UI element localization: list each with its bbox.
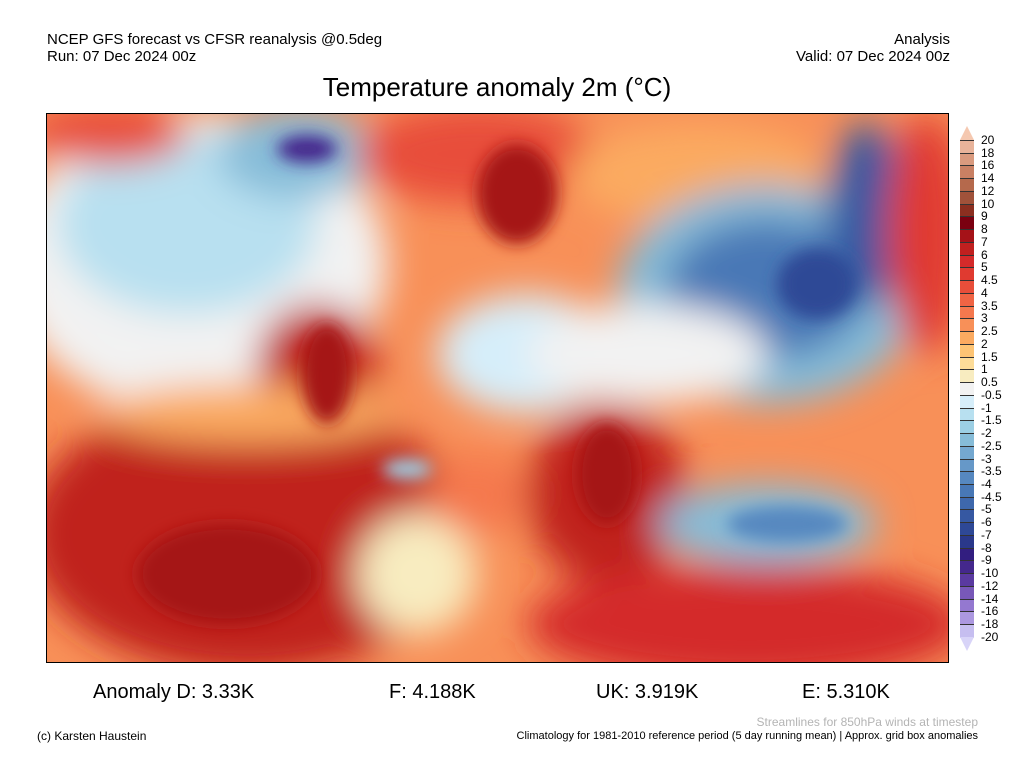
colorbar-bin [960,140,974,154]
valid-time: Valid: 07 Dec 2024 00z [796,48,950,65]
colorbar-label: -8 [981,540,992,555]
colorbar-bin [960,534,974,549]
anomaly-uk: UK: 3.919K [596,681,699,703]
colorbar-bin [960,433,974,447]
colorbar-label: 2 [981,336,988,351]
colorbar-label: 0.5 [981,375,998,390]
colorbar-bin [960,318,974,333]
run-time: Run: 07 Dec 2024 00z [47,48,197,65]
colorbar-label: 1.5 [981,349,998,364]
colorbar-bin [960,394,974,409]
map-title: Temperature anomaly 2m (°C) [322,72,672,102]
colorbar-label: 4 [981,285,988,300]
model-description: NCEP GFS forecast vs CFSR reanalysis @0.… [47,31,383,48]
anomaly-domain: Anomaly D: 3.33K [93,681,255,703]
colorbar-bin [960,280,974,294]
colorbar-label: 3.5 [981,298,998,313]
colorbar-label: -10 [981,566,999,581]
colorbar-label: -4 [981,476,992,491]
anomaly-france: F: 4.188K [389,681,476,703]
colorbar-bin [960,496,974,511]
colorbar-label: 7 [981,234,988,249]
colorbar-bin [960,229,974,243]
colorbar-label: 1 [981,362,988,377]
climatology-note: Climatology for 1981-2010 reference peri… [516,730,978,742]
colorbar-bin [960,483,974,498]
colorbar-label: 2.5 [981,324,998,339]
colorbar-bin [960,241,974,256]
colorbar-label: -0.5 [981,387,1002,402]
colorbar-bin [960,573,974,587]
colorbar-label: -3.5 [981,464,1002,479]
colorbar-bin [960,165,974,180]
colorbar-label: -5 [981,502,992,517]
colorbar-bin [960,509,974,524]
colorbar-label: -1 [981,400,992,415]
colorbar-bin [960,547,974,562]
colorbar-bin [960,267,974,282]
colorbar-label: -14 [981,591,999,606]
colorbar-label: -4.5 [981,489,1002,504]
colorbar-bin [960,585,974,600]
colorbar-bin [960,305,974,320]
colorbar-label: 14 [981,171,995,186]
colorbar-label: -20 [981,629,999,644]
colorbar-label: -6 [981,515,992,530]
colorbar-bin [960,343,974,358]
colorbar-bin [960,331,974,345]
colorbar-bin [960,203,974,218]
colorbar-bin [960,382,974,396]
colorbar-bottom-arrow [960,636,974,651]
colorbar-bin [960,407,974,422]
colorbar-label: -7 [981,527,992,542]
colorbar-label: -3 [981,451,992,466]
colorbar-label: 5 [981,260,988,275]
anomaly-field [47,114,948,662]
colorbar-label: 16 [981,158,995,173]
colorbar-bin [960,471,974,485]
colorbar-label: -1.5 [981,413,1002,428]
colorbar-bin [960,178,974,192]
colorbar-label: 9 [981,209,988,224]
colorbar-bin [960,624,974,638]
colorbar-label: 18 [981,145,995,160]
colorbar-bin [960,522,974,536]
colorbar-bin [960,420,974,434]
colorbar-bin [960,369,974,384]
credit: (c) Karsten Haustein [37,729,147,743]
colorbar-label: 3 [981,311,988,326]
colorbar-bin [960,216,974,231]
colorbar-label: 4.5 [981,273,998,288]
colorbar-label: 20 [981,133,995,147]
analysis-label: Analysis [894,31,950,48]
colorbar-bin [960,152,974,167]
colorbar-bin [960,598,974,613]
colorbar-bin [960,190,974,205]
colorbar-bin [960,356,974,371]
colorbar-label: -9 [981,553,992,568]
colorbar-bin [960,458,974,473]
colorbar-label: 10 [981,196,995,211]
colorbar-label: 8 [981,222,988,237]
colorbar-bin [960,292,974,307]
colorbar-label: 6 [981,247,988,262]
streamline-note: Streamlines for 850hPa winds at timestep [756,715,978,729]
colorbar-label: -2.5 [981,438,1002,453]
temperature-anomaly-map [46,113,949,663]
colorbar-top-arrow [960,126,974,140]
colorbar-bin [960,445,974,460]
colorbar-label: 12 [981,183,995,198]
colorbar-label: -12 [981,578,999,593]
colorbar-label: -18 [981,617,999,632]
colorbar-bin [960,611,974,626]
colorbar-bin [960,560,974,575]
anomaly-spain: E: 5.310K [802,681,890,703]
colorbar-bin [960,254,974,269]
colorbar-label: -2 [981,426,992,441]
colorbar-label: -16 [981,604,999,619]
